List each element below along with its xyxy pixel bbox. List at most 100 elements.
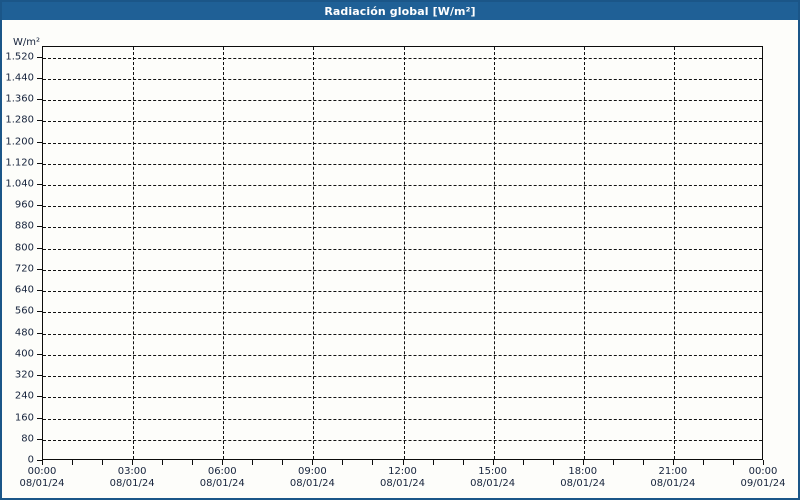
y-axis-label: 720 xyxy=(14,263,34,275)
y-axis-unit-label: W/m² xyxy=(12,37,40,48)
x-axis-tick xyxy=(552,460,554,465)
x-axis-label-date: 08/01/24 xyxy=(109,478,155,489)
y-axis-label: 480 xyxy=(14,327,34,339)
y-axis-tick xyxy=(37,56,42,58)
x-axis-tick xyxy=(282,460,284,465)
x-axis-tick xyxy=(642,460,644,465)
x-axis-label-date: 08/01/24 xyxy=(380,478,425,489)
y-axis-label: 240 xyxy=(14,390,34,402)
x-axis-label-date: 08/01/24 xyxy=(199,478,245,489)
x-axis-label-date: 08/01/24 xyxy=(470,478,516,489)
x-axis-label-date: 09/01/24 xyxy=(740,478,786,489)
x-axis-tick xyxy=(102,460,104,465)
y-axis-tick xyxy=(37,99,42,101)
x-axis-tick xyxy=(312,460,314,465)
x-axis-tick xyxy=(192,460,194,465)
x-axis-label: 06:00 08/01/24 xyxy=(200,466,245,490)
chart-title-bar: Radiación global [W/m²] xyxy=(2,2,798,20)
y-axis-tick xyxy=(37,417,42,419)
y-axis-label: 800 xyxy=(14,242,34,254)
y-axis-label: 0 xyxy=(27,454,34,466)
x-gridline xyxy=(133,47,135,459)
y-axis-tick xyxy=(37,438,42,440)
x-axis-tick xyxy=(702,460,704,465)
y-axis-tick xyxy=(37,205,42,207)
x-axis-label-date: 08/01/24 xyxy=(289,478,335,489)
x-gridline xyxy=(493,47,495,459)
y-axis-tick xyxy=(37,460,42,461)
page-title: Radiación global [W/m²] xyxy=(324,4,476,18)
x-axis-label-date: 08/01/24 xyxy=(560,478,606,489)
y-axis-tick xyxy=(37,396,42,398)
x-axis-tick xyxy=(612,460,614,465)
x-gridline xyxy=(223,47,225,459)
x-axis-tick xyxy=(402,460,404,465)
y-gridline xyxy=(43,291,762,293)
y-axis-tick xyxy=(37,353,42,355)
y-axis-label: 80 xyxy=(21,433,34,445)
x-axis-tick xyxy=(672,460,674,465)
y-axis-tick xyxy=(37,290,42,292)
y-gridline xyxy=(43,206,762,208)
x-axis-tick xyxy=(492,460,494,465)
x-axis-label: 09:00 08/01/24 xyxy=(290,466,335,490)
x-axis-tick xyxy=(222,460,224,465)
x-axis-tick xyxy=(522,460,524,465)
y-gridline xyxy=(43,312,762,314)
y-axis-label: 960 xyxy=(14,199,34,211)
y-axis-tick xyxy=(37,120,42,122)
x-axis-tick xyxy=(132,460,134,465)
y-axis-label: 1.360 xyxy=(5,93,34,105)
y-gridline xyxy=(43,163,762,165)
y-gridline xyxy=(43,121,762,123)
y-gridline xyxy=(43,418,762,420)
y-gridline xyxy=(43,227,762,229)
y-gridline xyxy=(43,185,762,186)
y-gridline xyxy=(43,100,762,102)
y-axis-tick xyxy=(37,247,42,249)
y-gridline xyxy=(43,439,762,441)
y-axis-label: 1.520 xyxy=(5,51,34,63)
x-gridline xyxy=(403,47,405,459)
x-axis-label: 00:00 08/01/24 xyxy=(20,466,65,490)
x-axis-tick xyxy=(372,460,374,465)
x-axis-tick xyxy=(763,460,764,465)
x-axis-label: 12:00 08/01/24 xyxy=(380,466,425,490)
y-gridline xyxy=(43,78,762,80)
y-gridline xyxy=(43,269,762,271)
y-gridline xyxy=(43,57,762,59)
y-gridline xyxy=(43,397,762,399)
y-axis-tick xyxy=(37,77,42,79)
x-axis-tick xyxy=(162,460,164,465)
x-axis-label-date: 08/01/24 xyxy=(19,478,65,489)
x-axis-label-time: 06:00 xyxy=(207,466,237,477)
y-axis-tick xyxy=(37,268,42,270)
x-gridline xyxy=(673,47,675,459)
y-axis-label: 160 xyxy=(14,412,34,424)
y-axis-tick xyxy=(37,375,42,377)
x-axis-label-time: 03:00 xyxy=(117,466,147,477)
y-axis-label: 1.440 xyxy=(5,72,34,84)
plot-area xyxy=(42,46,763,460)
x-axis-label-time: 18:00 xyxy=(568,466,598,477)
x-axis-label-time: 09:00 xyxy=(297,466,327,477)
x-axis-label-time: 00:00 xyxy=(27,466,57,477)
x-axis-label-time: 12:00 xyxy=(388,466,417,477)
y-axis-label: 640 xyxy=(14,284,34,296)
y-gridline xyxy=(43,142,762,144)
y-axis-tick xyxy=(37,332,42,334)
x-gridline xyxy=(583,47,585,459)
y-gridline xyxy=(43,354,762,356)
y-axis-label: 1.200 xyxy=(5,136,34,148)
y-axis-label: 1.120 xyxy=(5,157,34,169)
x-axis-label: 18:00 08/01/24 xyxy=(560,466,605,490)
y-axis-tick xyxy=(37,226,42,228)
x-axis-tick xyxy=(252,460,254,465)
x-axis-label-time: 15:00 xyxy=(478,466,508,477)
y-axis-tick xyxy=(37,184,42,185)
x-axis-label: 00:00 09/01/24 xyxy=(741,466,786,490)
y-axis-label: 1.280 xyxy=(5,114,34,126)
x-axis-tick xyxy=(732,460,734,465)
